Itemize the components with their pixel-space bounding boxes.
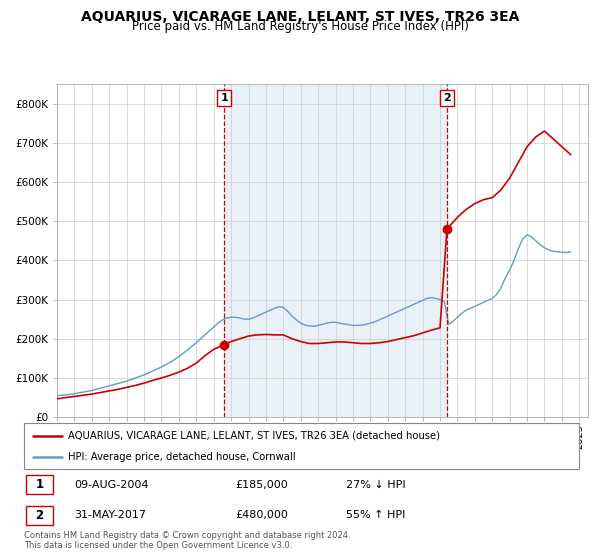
Bar [224,84,447,417]
Text: 09-AUG-2004: 09-AUG-2004 [74,480,148,489]
Text: Price paid vs. HM Land Registry's House Price Index (HPI): Price paid vs. HM Land Registry's House … [131,20,469,33]
FancyBboxPatch shape [24,423,579,469]
Text: 2: 2 [35,509,44,522]
Text: £185,000: £185,000 [235,480,287,489]
Text: HPI: Average price, detached house, Cornwall: HPI: Average price, detached house, Corn… [68,452,296,462]
Text: 55% ↑ HPI: 55% ↑ HPI [346,511,405,520]
Text: AQUARIUS, VICARAGE LANE, LELANT, ST IVES, TR26 3EA: AQUARIUS, VICARAGE LANE, LELANT, ST IVES… [81,10,519,24]
Text: AQUARIUS, VICARAGE LANE, LELANT, ST IVES, TR26 3EA (detached house): AQUARIUS, VICARAGE LANE, LELANT, ST IVES… [68,431,440,441]
FancyBboxPatch shape [26,506,53,525]
Text: 2: 2 [443,93,451,103]
Text: 1: 1 [35,478,44,491]
Text: £480,000: £480,000 [235,511,288,520]
FancyBboxPatch shape [26,475,53,494]
Text: 1: 1 [220,93,228,103]
Text: Contains HM Land Registry data © Crown copyright and database right 2024.
This d: Contains HM Land Registry data © Crown c… [24,531,350,550]
Text: 27% ↓ HPI: 27% ↓ HPI [346,480,406,489]
Text: 31-MAY-2017: 31-MAY-2017 [74,511,146,520]
